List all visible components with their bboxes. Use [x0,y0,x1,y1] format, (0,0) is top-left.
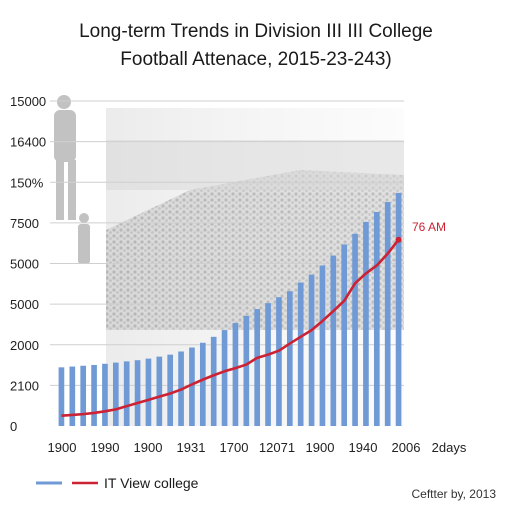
bar [112,362,119,426]
y-axis-ticks: 0 2100 2000 5000 5000 7500 150% 16400 15000 [10,94,46,434]
x-tick-label: 2days [432,440,467,455]
bar [221,330,228,426]
legend: IT View college [36,475,198,491]
bar [373,211,380,426]
bar [69,366,76,426]
bar [363,221,369,426]
bar [341,244,348,426]
bar [232,322,239,426]
line-series [61,236,402,417]
bar [189,347,195,426]
bar [102,363,108,426]
legend-swatches [36,481,98,485]
trend-line-endpoint [395,236,402,243]
x-tick-label: 1900 [306,440,335,455]
y-tick-label: 2100 [10,378,39,393]
bar [210,336,217,426]
legend-label: IT View college [104,475,199,491]
y-tick-label: 16400 [10,135,46,150]
x-tick-label: 1700 [220,440,249,455]
trend-line [61,238,400,417]
x-tick-label: 1900 [48,440,77,455]
y-tick-label: 5000 [10,257,39,272]
bar [167,354,174,426]
chart-annotation: 76 AM [412,220,446,234]
bar [254,309,261,426]
chart-title-block: Long-term Trends in Division III III Col… [0,18,512,74]
y-tick-label: 7500 [10,216,39,231]
bar [80,365,87,426]
bar [58,367,65,426]
bar [308,274,315,426]
bar [330,255,337,426]
x-tick-label: 2006 [392,440,421,455]
bar [265,303,271,426]
bar [134,360,141,426]
bar [156,356,163,426]
bar [319,265,326,426]
bar [297,282,304,426]
bar [145,358,152,426]
x-tick-label: 1900 [134,440,163,455]
bar [243,315,250,426]
y-tick-label: 0 [10,419,17,434]
y-tick-label: 150% [10,175,44,190]
bar [286,291,293,426]
y-tick-label: 5000 [10,297,39,312]
x-tick-label: 1940 [349,440,378,455]
chart-title: Long-term Trends in Division III III Col… [79,21,433,42]
bar [352,233,358,426]
credit-text: Ceftter by, 2013 [411,487,497,501]
bar [91,364,97,426]
bar [199,342,206,426]
x-tick-label: 1990 [91,440,120,455]
x-axis-ticks: 1900 1990 1900 1931 1700 12071 1900 1940 2006 2da… [48,440,467,455]
y-tick-label: 2000 [10,338,39,353]
bar [384,202,391,426]
bar [276,297,282,426]
y-tick-label: 15000 [10,94,46,109]
x-tick-label: 1931 [177,440,206,455]
chart-subtitle: Football Attenace, 2015-23-243) [120,49,392,70]
bar [395,192,402,426]
x-tick-label: 12071 [259,440,295,455]
bar [123,361,130,426]
